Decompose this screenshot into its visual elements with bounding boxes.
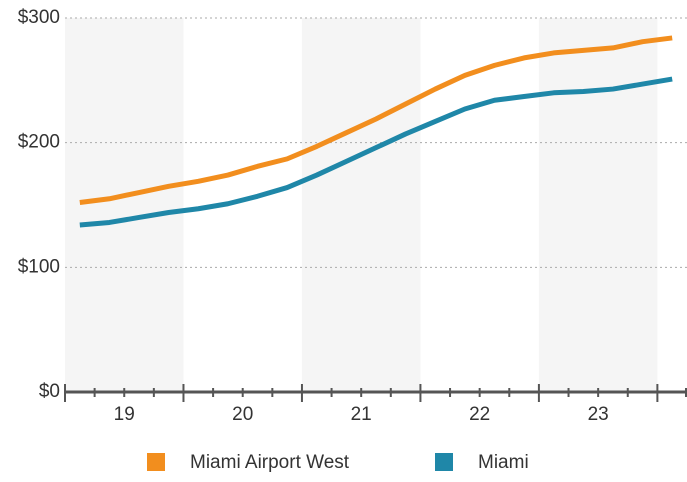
year-band [65,18,184,392]
x-tick-label: 19 [114,404,135,425]
series-line [79,76,673,228]
x-tick-label: 21 [351,404,372,425]
legend-swatch [147,453,165,471]
y-tick-label: $300 [18,7,60,28]
series-line [79,35,673,205]
y-tick-label: $100 [18,256,60,277]
legend-label: Miami [478,452,529,473]
year-band [301,18,421,392]
y-tick-label: $200 [18,132,60,153]
x-tick-label: 20 [232,404,253,425]
y-tick-label: $0 [39,381,60,402]
year-band [538,18,658,392]
x-tick-label: 23 [588,404,609,425]
x-tick-label: 22 [469,404,490,425]
legend-swatch [435,453,453,471]
legend-label: Miami Airport West [190,452,350,473]
